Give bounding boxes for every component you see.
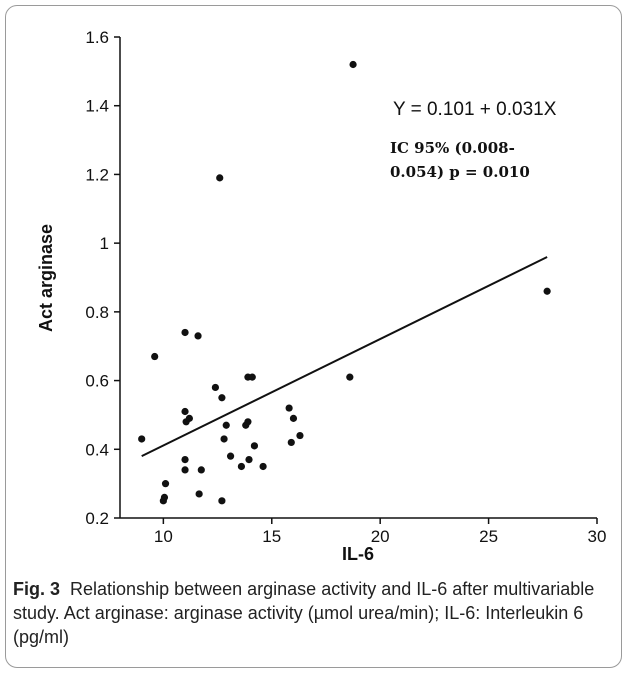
data-point: [181, 466, 189, 474]
data-point: [181, 455, 189, 464]
data-point: [285, 404, 293, 412]
ci-line-2: 0.054) p = 0.010: [390, 163, 530, 181]
data-point: [543, 287, 551, 295]
data-point: [296, 431, 304, 440]
data-point: [185, 414, 193, 422]
figure-caption: Fig. 3 Relationship between arginase act…: [13, 577, 609, 649]
regression-line: [141, 256, 548, 458]
regression-equation: Y = 0.101 + 0.031X: [393, 99, 557, 120]
axes: [119, 37, 597, 519]
data-point: [346, 373, 354, 381]
data-point: [161, 480, 170, 488]
y-tick-label: 0.6: [85, 372, 109, 391]
data-point: [218, 394, 226, 402]
data-point: [211, 383, 219, 392]
y-tick-label: 1.2: [85, 165, 109, 184]
data-point: [289, 414, 298, 422]
data-point: [245, 455, 253, 464]
ticks: 10 15 20 25 30 0.2 0.4 0.6 0.8 1 1.2 1.4 1.6: [85, 28, 606, 546]
data-point: [244, 418, 252, 426]
x-tick-label: 30: [588, 527, 607, 546]
x-tick-label: 10: [154, 527, 173, 546]
data-point: [222, 421, 230, 429]
x-tick-label: 15: [262, 527, 281, 546]
y-tick-label: 0.4: [85, 440, 109, 459]
y-tick-label: 1: [100, 234, 109, 253]
caption-text: Relationship between arginase activity a…: [13, 579, 595, 647]
y-tick-label: 1.4: [85, 97, 109, 116]
data-point: [160, 493, 169, 501]
data-point: [194, 332, 202, 340]
data-point: [226, 452, 235, 460]
data-point: [195, 490, 203, 498]
data-point: [181, 407, 189, 416]
data-point: [138, 435, 146, 443]
figure-frame: [5, 5, 622, 668]
data-point: [248, 373, 256, 381]
x-tick-label: 20: [371, 527, 390, 546]
y-tick-label: 1.6: [85, 28, 109, 47]
ci-line-1: IC 95% (0.008-: [390, 139, 515, 157]
data-point: [237, 462, 246, 471]
data-point: [220, 435, 228, 443]
data-point: [151, 352, 159, 361]
data-point: [250, 442, 259, 450]
x-axis-title: IL-6: [342, 544, 374, 564]
y-tick-label: 0.8: [85, 303, 109, 322]
data-point: [216, 174, 224, 182]
data-point: [287, 438, 295, 447]
y-axis-title: Act arginase: [36, 224, 56, 332]
data-point: [259, 462, 267, 471]
data-point: [218, 497, 226, 505]
data-point: [197, 466, 205, 474]
data-point: [181, 328, 189, 337]
x-tick-label: 25: [479, 527, 498, 546]
y-tick-label: 0.2: [85, 509, 109, 528]
caption-label: Fig. 3: [13, 579, 61, 599]
data-points: [138, 60, 551, 505]
data-point: [349, 60, 357, 69]
scatter-plot: 10 15 20 25 30 0.2 0.4 0.6 0.8 1 1.2 1.4 1.6 IL-6 Ac…: [36, 28, 606, 564]
